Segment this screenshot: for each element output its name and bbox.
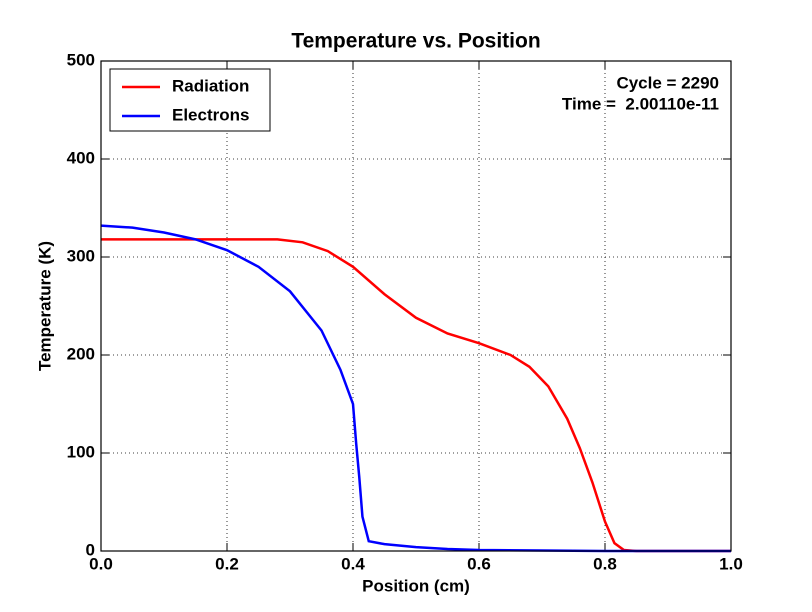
legend-label: Radiation: [172, 76, 249, 95]
plot-frame: [100, 60, 732, 552]
x-tick-label: 0.6: [467, 554, 491, 573]
y-tick-label: 400: [67, 148, 95, 167]
y-axis-label: Temperature (K): [35, 241, 54, 371]
annotation: Time = 2.00110e-11: [562, 94, 719, 113]
data-line: [100, 224, 731, 553]
legend-box: [109, 68, 271, 132]
x-axis-label: Position (cm): [362, 576, 470, 595]
x-tick-label: 1.0: [719, 554, 743, 573]
annotation: Cycle = 2290: [616, 73, 719, 92]
y-tick-label: 100: [67, 442, 95, 461]
y-tick-label: 300: [67, 246, 95, 265]
data-line: [101, 238, 731, 553]
x-tick-label: 0.4: [341, 554, 365, 573]
x-tick-label: 0.2: [215, 554, 239, 573]
y-tick-label: 200: [67, 344, 95, 363]
chart-title: Temperature vs. Position: [291, 30, 540, 53]
x-tick-label: 0.0: [89, 554, 113, 573]
y-tick-label: 0: [86, 540, 95, 559]
legend-label: Electrons: [172, 105, 249, 124]
y-tick-label: 500: [67, 50, 95, 69]
x-tick-label: 0.8: [593, 554, 617, 573]
